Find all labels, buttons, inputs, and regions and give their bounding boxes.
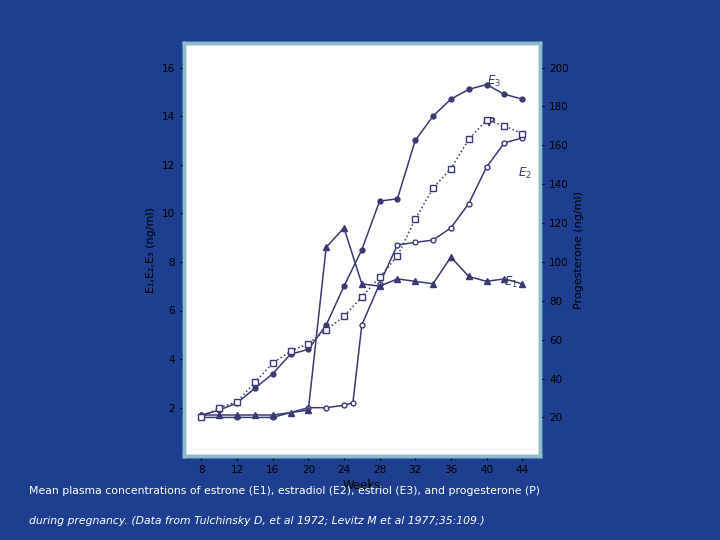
Text: $E_2$: $E_2$: [518, 166, 531, 181]
Y-axis label: E₁,E₂,E₃ (ng/ml): E₁,E₂,E₃ (ng/ml): [145, 207, 156, 293]
Text: $E_3$: $E_3$: [487, 73, 500, 89]
X-axis label: Weeks: Weeks: [343, 480, 381, 492]
Y-axis label: Progesterone (ng/ml): Progesterone (ng/ml): [575, 191, 585, 309]
Text: P: P: [487, 116, 495, 129]
Text: during pregnancy. (Data from Tulchinsky D, et al 1972; Levitz M et al 1977;35:10: during pregnancy. (Data from Tulchinsky …: [29, 516, 485, 526]
Text: Mean plasma concentrations of estrone (E1), estradiol (E2), estriol (E3), and pr: Mean plasma concentrations of estrone (E…: [29, 486, 540, 496]
Text: $E_1$: $E_1$: [504, 275, 518, 291]
